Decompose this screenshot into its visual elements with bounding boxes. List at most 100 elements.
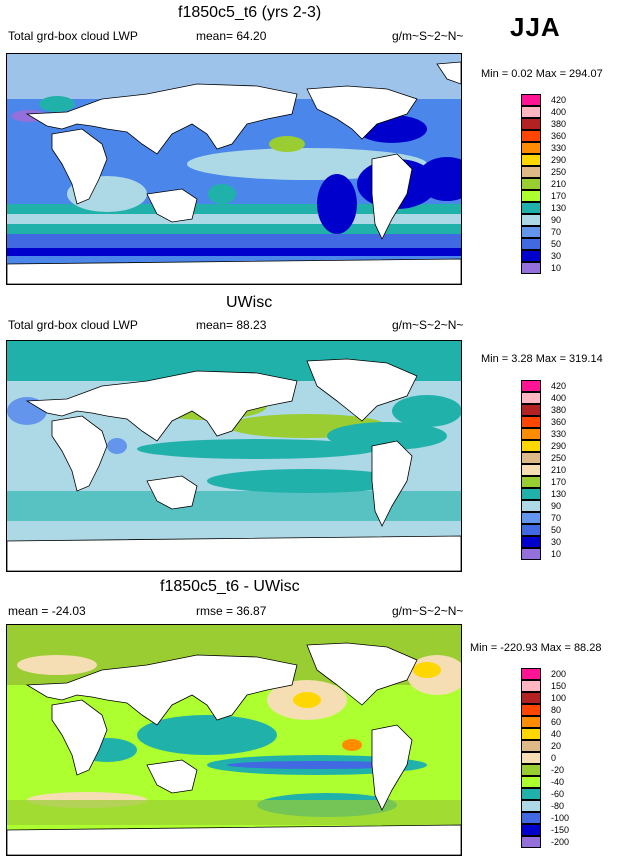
colorbar-swatch (521, 752, 541, 764)
colorbar-swatch (521, 94, 541, 106)
colorbar-label: 80 (551, 705, 562, 715)
colorbar-label: 400 (551, 393, 567, 403)
colorbar-swatch (521, 226, 541, 238)
colorbar-swatch (521, 764, 541, 776)
colorbar-swatch (521, 716, 541, 728)
colorbar-swatch (521, 428, 541, 440)
colorbar-swatch (521, 524, 541, 536)
panel-2-title: UWisc (226, 294, 273, 311)
colorbar-swatch (521, 512, 541, 524)
panel-2-variable-label: Total grd-box cloud LWP (8, 318, 138, 332)
panel-1-title: f1850c5_t6 (yrs 2-3) (178, 4, 322, 21)
panel-3-rmse-label: rmse = 36.87 (196, 604, 267, 618)
colorbar-label: 380 (551, 119, 567, 129)
colorbar-label: -40 (551, 777, 565, 787)
colorbar-swatch (521, 812, 541, 824)
panel-1-variable-label: Total grd-box cloud LWP (8, 29, 138, 43)
colorbar-label: 100 (551, 693, 567, 703)
colorbar-label: 250 (551, 167, 567, 177)
colorbar-swatch (521, 214, 541, 226)
colorbar-swatch (521, 190, 541, 202)
colorbar-label: 170 (551, 477, 567, 487)
colorbar-swatch (521, 392, 541, 404)
colorbar-label: 200 (551, 669, 567, 679)
colorbar-swatch (521, 440, 541, 452)
colorbar-swatch (521, 824, 541, 836)
colorbar-label: 150 (551, 681, 567, 691)
colorbar-label: 170 (551, 191, 567, 201)
colorbar-swatch (521, 800, 541, 812)
colorbar-label: 0 (551, 753, 557, 763)
colorbar-swatch (521, 404, 541, 416)
colorbar-label: 400 (551, 107, 567, 117)
colorbar-label: 330 (551, 143, 567, 153)
colorbar-label: 420 (551, 381, 567, 391)
colorbar-swatch (521, 106, 541, 118)
colorbar-label: 90 (551, 501, 562, 511)
colorbar-label: 380 (551, 405, 567, 415)
colorbar-swatch (521, 380, 541, 392)
colorbar-swatch (521, 416, 541, 428)
colorbar-swatch (521, 692, 541, 704)
colorbar-label: 420 (551, 95, 567, 105)
colorbar-swatch (521, 728, 541, 740)
continents (7, 61, 461, 284)
colorbar-label: 10 (551, 263, 562, 273)
colorbar-swatch (521, 836, 541, 848)
panel-2-mean-label: mean= 88.23 (196, 318, 267, 332)
panel-3-colorbar: 200 150 100 80 60 40 20 0 -20 -40 -60 -80 -100 -150 -2… (521, 668, 569, 848)
colorbar-label: 30 (551, 251, 562, 261)
panel-3-map-svg (7, 625, 461, 855)
colorbar-swatch (521, 500, 541, 512)
colorbar-swatch (521, 178, 541, 190)
panel-3-mean-label: mean = -24.03 (8, 604, 86, 618)
colorbar-label: 130 (551, 489, 567, 499)
colorbar-label: 360 (551, 131, 567, 141)
colorbar-swatch (521, 668, 541, 680)
colorbar-swatch (521, 536, 541, 548)
colorbar-swatch (521, 452, 541, 464)
colorbar-label: 60 (551, 717, 562, 727)
colorbar-label: -80 (551, 801, 565, 811)
colorbar-label: 210 (551, 179, 567, 189)
colorbar-label: 250 (551, 453, 567, 463)
colorbar-swatch (521, 464, 541, 476)
colorbar-label: 70 (551, 513, 562, 523)
colorbar-label: 90 (551, 215, 562, 225)
colorbar-swatch (521, 166, 541, 178)
colorbar-label: -150 (551, 825, 570, 835)
colorbar-label: 50 (551, 239, 562, 249)
panel-3-minmax-label: Min = -220.93 Max = 88.28 (470, 642, 602, 654)
colorbar-label: 10 (551, 549, 562, 559)
colorbar-swatch (521, 680, 541, 692)
colorbar-swatch (521, 776, 541, 788)
colorbar-label: 70 (551, 227, 562, 237)
panel-1-mean-label: mean= 64.20 (196, 29, 267, 43)
colorbar-swatch (521, 250, 541, 262)
colorbar-swatch (521, 788, 541, 800)
colorbar-label: 30 (551, 537, 562, 547)
panel-2-colorbar: 420 400 380 360 330 290 250 210 170 130 90 70 50 30 10 (521, 380, 566, 560)
season-label: JJA (510, 12, 561, 42)
panel-2-minmax-label: Min = 3.28 Max = 319.14 (481, 353, 603, 365)
colorbar-label: -20 (551, 765, 565, 775)
colorbar-label: 330 (551, 429, 567, 439)
colorbar-swatch (521, 488, 541, 500)
colorbar-swatch (521, 142, 541, 154)
panel-2-map-svg (7, 341, 461, 571)
colorbar-label: -200 (551, 837, 570, 847)
panel-1-map-svg (7, 54, 461, 284)
colorbar-label: 50 (551, 525, 562, 535)
panel-3-title: f1850c5_t6 - UWisc (160, 578, 300, 595)
panel-1-map (6, 53, 462, 285)
panel-2-map (6, 340, 462, 572)
colorbar-swatch (521, 548, 541, 560)
colorbar-label: -60 (551, 789, 565, 799)
colorbar-swatch (521, 154, 541, 166)
colorbar-swatch (521, 704, 541, 716)
colorbar-label: 130 (551, 203, 567, 213)
colorbar-swatch (521, 238, 541, 250)
colorbar-label: 210 (551, 465, 567, 475)
colorbar-swatch (521, 476, 541, 488)
colorbar-label: -100 (551, 813, 570, 823)
